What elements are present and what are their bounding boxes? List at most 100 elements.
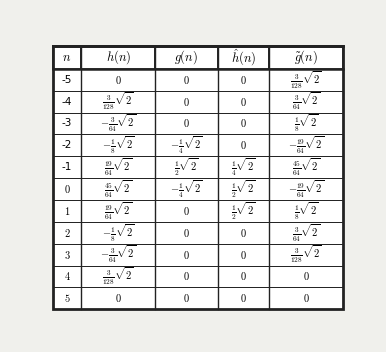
Text: $\frac{1}{2}\sqrt{2}$: $\frac{1}{2}\sqrt{2}$ — [231, 178, 256, 200]
Text: $3$: $3$ — [64, 249, 70, 260]
Bar — [218, 244, 269, 265]
Bar — [81, 113, 155, 134]
Text: $-\frac{3}{64}\sqrt{2}$: $-\frac{3}{64}\sqrt{2}$ — [100, 244, 136, 265]
Bar — [269, 91, 343, 113]
Text: $0$: $0$ — [240, 139, 247, 151]
Text: $-\frac{1}{8}\sqrt{2}$: $-\frac{1}{8}\sqrt{2}$ — [102, 134, 134, 156]
Text: $-\frac{1}{8}\sqrt{2}$: $-\frac{1}{8}\sqrt{2}$ — [102, 222, 134, 244]
Text: $0$: $0$ — [183, 96, 190, 108]
Text: $\frac{3}{128}\sqrt{2}$: $\frac{3}{128}\sqrt{2}$ — [290, 69, 322, 91]
Bar — [218, 287, 269, 309]
Text: $\hat{h}(n)$: $\hat{h}(n)$ — [231, 48, 256, 68]
Text: $0$: $0$ — [240, 249, 247, 260]
Text: $5$: $5$ — [64, 292, 70, 304]
Text: $\frac{45}{64}\sqrt{2}$: $\frac{45}{64}\sqrt{2}$ — [292, 156, 320, 178]
Bar — [269, 200, 343, 222]
Bar — [53, 46, 81, 69]
Bar — [269, 222, 343, 244]
Bar — [155, 69, 218, 91]
Bar — [269, 265, 343, 287]
Bar — [269, 134, 343, 156]
Bar — [155, 156, 218, 178]
Bar — [53, 134, 81, 156]
Bar — [155, 222, 218, 244]
Bar — [53, 156, 81, 178]
Bar — [53, 222, 81, 244]
Text: $\frac{1}{4}\sqrt{2}$: $\frac{1}{4}\sqrt{2}$ — [231, 156, 256, 178]
Bar — [218, 222, 269, 244]
Text: $0$: $0$ — [240, 118, 247, 130]
Bar — [218, 113, 269, 134]
Text: $1$: $1$ — [64, 205, 70, 217]
Text: $0$: $0$ — [183, 205, 190, 217]
Bar — [53, 69, 81, 91]
Text: $n$: $n$ — [63, 51, 71, 64]
Text: $\frac{19}{64}\sqrt{2}$: $\frac{19}{64}\sqrt{2}$ — [104, 200, 132, 222]
Bar — [81, 46, 155, 69]
Text: $0$: $0$ — [183, 74, 190, 86]
Bar — [53, 200, 81, 222]
Bar — [155, 46, 218, 69]
Bar — [218, 156, 269, 178]
Bar — [269, 156, 343, 178]
Bar — [155, 178, 218, 200]
Bar — [81, 178, 155, 200]
Text: $0$: $0$ — [183, 249, 190, 260]
Text: $\frac{1}{2}\sqrt{2}$: $\frac{1}{2}\sqrt{2}$ — [231, 200, 256, 222]
Bar — [269, 113, 343, 134]
Bar — [53, 244, 81, 265]
Text: -2: -2 — [62, 140, 72, 150]
Bar — [81, 156, 155, 178]
Text: $4$: $4$ — [64, 270, 70, 282]
Bar — [155, 287, 218, 309]
Bar — [269, 178, 343, 200]
Bar — [269, 287, 343, 309]
Bar — [218, 265, 269, 287]
Text: $\frac{3}{128}\sqrt{2}$: $\frac{3}{128}\sqrt{2}$ — [290, 244, 322, 265]
Bar — [81, 244, 155, 265]
Bar — [81, 69, 155, 91]
Text: -3: -3 — [62, 119, 72, 128]
Text: $\frac{1}{2}\sqrt{2}$: $\frac{1}{2}\sqrt{2}$ — [174, 156, 199, 178]
Text: $0$: $0$ — [115, 292, 122, 304]
Text: $0$: $0$ — [240, 96, 247, 108]
Text: $0$: $0$ — [183, 270, 190, 282]
Text: $-\frac{3}{64}\sqrt{2}$: $-\frac{3}{64}\sqrt{2}$ — [100, 113, 136, 134]
Bar — [218, 46, 269, 69]
Bar — [218, 178, 269, 200]
Bar — [155, 265, 218, 287]
Bar — [218, 134, 269, 156]
Text: $0$: $0$ — [115, 74, 122, 86]
Bar — [155, 113, 218, 134]
Bar — [155, 134, 218, 156]
Text: $\frac{19}{64}\sqrt{2}$: $\frac{19}{64}\sqrt{2}$ — [104, 156, 132, 178]
Text: -5: -5 — [62, 75, 72, 85]
Bar — [81, 91, 155, 113]
Bar — [269, 46, 343, 69]
Bar — [218, 91, 269, 113]
Bar — [81, 134, 155, 156]
Text: $0$: $0$ — [183, 227, 190, 239]
Text: $\frac{45}{64}\sqrt{2}$: $\frac{45}{64}\sqrt{2}$ — [104, 178, 132, 200]
Text: $\frac{3}{128}\sqrt{2}$: $\frac{3}{128}\sqrt{2}$ — [102, 266, 134, 287]
Bar — [155, 200, 218, 222]
Text: $2$: $2$ — [64, 227, 70, 239]
Text: $\frac{1}{8}\sqrt{2}$: $\frac{1}{8}\sqrt{2}$ — [294, 113, 318, 134]
Text: $\tilde{g}(n)$: $\tilde{g}(n)$ — [294, 49, 318, 67]
Bar — [53, 113, 81, 134]
Bar — [81, 200, 155, 222]
Bar — [53, 265, 81, 287]
Text: $-\frac{19}{64}\sqrt{2}$: $-\frac{19}{64}\sqrt{2}$ — [288, 134, 324, 156]
Bar — [81, 222, 155, 244]
Text: $h(n)$: $h(n)$ — [106, 49, 131, 67]
Bar — [155, 244, 218, 265]
Bar — [269, 69, 343, 91]
Text: -1: -1 — [62, 162, 72, 172]
Text: $\frac{3}{64}\sqrt{2}$: $\frac{3}{64}\sqrt{2}$ — [292, 91, 320, 113]
Text: $-\frac{19}{64}\sqrt{2}$: $-\frac{19}{64}\sqrt{2}$ — [288, 178, 324, 200]
Bar — [53, 91, 81, 113]
Text: $0$: $0$ — [240, 74, 247, 86]
Text: $\frac{3}{128}\sqrt{2}$: $\frac{3}{128}\sqrt{2}$ — [102, 91, 134, 113]
Text: $0$: $0$ — [240, 227, 247, 239]
Bar — [155, 91, 218, 113]
